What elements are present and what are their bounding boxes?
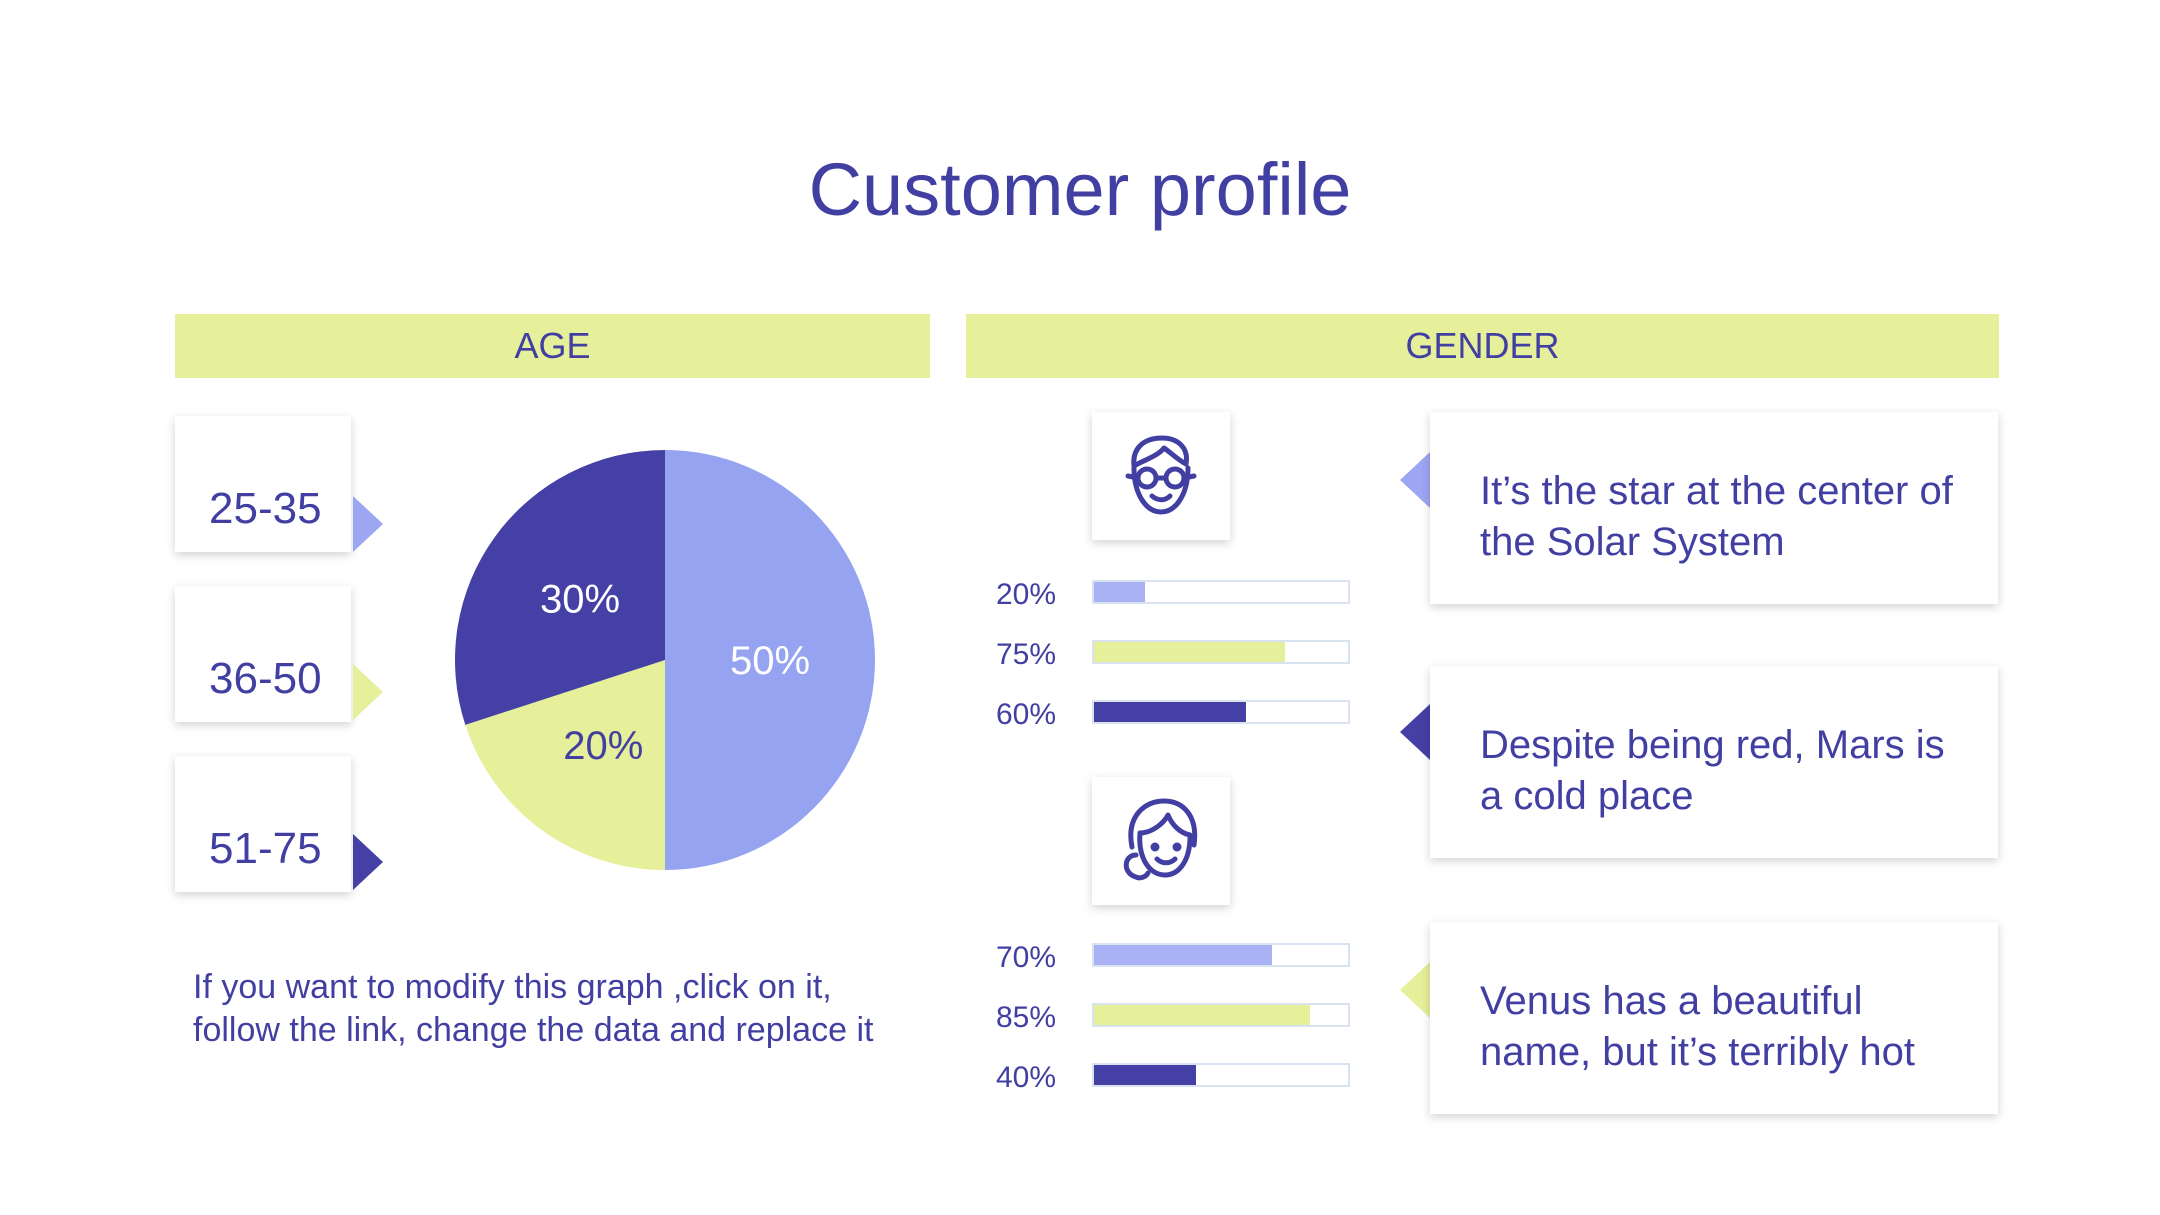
pie-slice-51-75[interactable] bbox=[454, 450, 665, 725]
bar-track bbox=[1092, 700, 1350, 724]
age-card-51-75: 51-75 bbox=[175, 756, 351, 892]
bar-fill bbox=[1094, 582, 1145, 602]
pie-label-36-50: 20% bbox=[563, 724, 643, 768]
bar-value-label: 40% bbox=[995, 1061, 1056, 1094]
pie-label-51-75: 30% bbox=[540, 577, 620, 621]
age-label: 51-75 bbox=[209, 824, 322, 873]
bar-fill bbox=[1094, 702, 1247, 722]
age-marker-51-75 bbox=[353, 834, 383, 890]
age-header: AGE bbox=[175, 314, 930, 378]
age-card-36-50: 36-50 bbox=[175, 586, 351, 722]
description-text: It’s the star at the center of the Solar… bbox=[1480, 469, 1953, 564]
description-marker bbox=[1400, 962, 1430, 1018]
age-card-25-35: 25-35 bbox=[175, 416, 351, 552]
bar-value-label: 60% bbox=[995, 698, 1056, 731]
bar-fill bbox=[1094, 642, 1285, 662]
bar-fill bbox=[1094, 1005, 1310, 1025]
bar-fill bbox=[1094, 1065, 1196, 1085]
age-pie-chart[interactable]: 50% 20% 30% bbox=[440, 435, 890, 885]
description-marker bbox=[1400, 452, 1430, 508]
page-title: Customer profile bbox=[808, 148, 1352, 231]
bar-value-label: 70% bbox=[995, 941, 1056, 974]
bar-value-label: 75% bbox=[995, 638, 1056, 671]
age-label: 36-50 bbox=[209, 654, 322, 703]
bar-track bbox=[1092, 580, 1350, 604]
bar-track bbox=[1092, 1003, 1350, 1027]
bar-value-label: 85% bbox=[995, 1001, 1056, 1034]
gender-header: GENDER bbox=[966, 314, 1999, 378]
pie-slice-25-35[interactable] bbox=[665, 450, 875, 870]
woman-icon bbox=[1123, 798, 1198, 881]
pie-slice-36-50[interactable] bbox=[465, 660, 665, 870]
woman-icon-card bbox=[1092, 777, 1230, 905]
bar-track bbox=[1092, 943, 1350, 967]
description-card: Venus has a beautiful name, but it’s ter… bbox=[1430, 922, 1998, 1114]
pie-label-25-35: 50% bbox=[730, 639, 810, 683]
man-icon-card bbox=[1092, 412, 1230, 540]
description-card: Despite being red, Mars is a cold place bbox=[1430, 666, 1998, 858]
bar-value-label: 20% bbox=[995, 578, 1056, 611]
age-marker-36-50 bbox=[353, 664, 383, 720]
bar-track bbox=[1092, 1063, 1350, 1087]
chart-note: If you want to modify this graph ,click … bbox=[193, 968, 874, 1049]
description-text: Venus has a beautiful name, but it’s ter… bbox=[1480, 979, 1916, 1074]
description-marker bbox=[1400, 704, 1430, 760]
age-marker-25-35 bbox=[353, 496, 383, 552]
man-icon bbox=[1125, 435, 1197, 515]
description-card: It’s the star at the center of the Solar… bbox=[1430, 412, 1998, 604]
bar-fill bbox=[1094, 945, 1272, 965]
bar-track bbox=[1092, 640, 1350, 664]
age-label: 25-35 bbox=[209, 484, 322, 533]
description-text: Despite being red, Mars is a cold place bbox=[1480, 723, 1945, 818]
